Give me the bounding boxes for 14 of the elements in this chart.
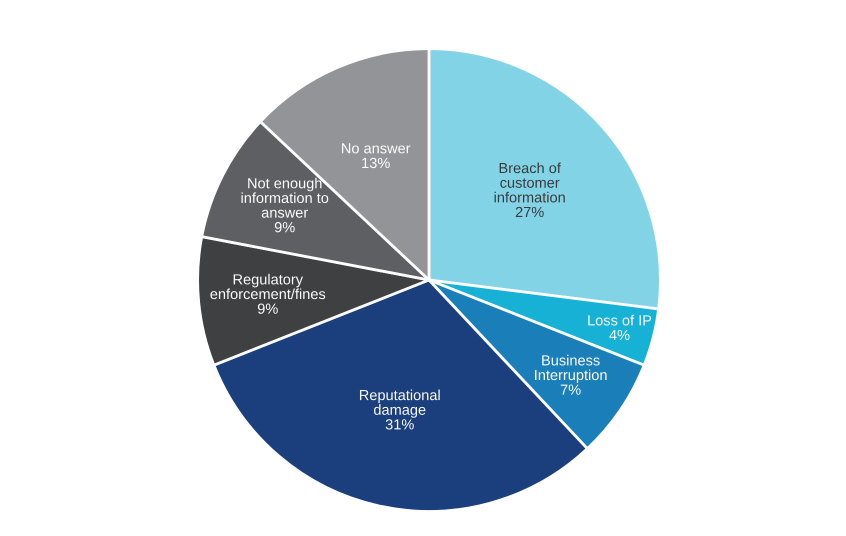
data-label: 31% — [386, 419, 414, 430]
data-label: 27% — [516, 206, 544, 218]
slice-label: Breach of customer information — [494, 162, 565, 202]
data-label: 13% — [362, 158, 390, 168]
slice-label: Not enough information to answer — [241, 178, 328, 218]
data-label: 7% — [560, 384, 581, 395]
slice-label: Business Interruption — [535, 354, 607, 384]
slice-label: Loss of IP — [588, 314, 652, 326]
slice-label: Reputational damage — [360, 390, 440, 418]
slice-label: Regulatory enforcement/fines — [210, 274, 326, 300]
slice-label: No answer — [342, 143, 410, 154]
data-label: 9% — [258, 303, 278, 314]
data-label: 9% — [274, 222, 295, 232]
data-label: 4% — [609, 330, 630, 340]
